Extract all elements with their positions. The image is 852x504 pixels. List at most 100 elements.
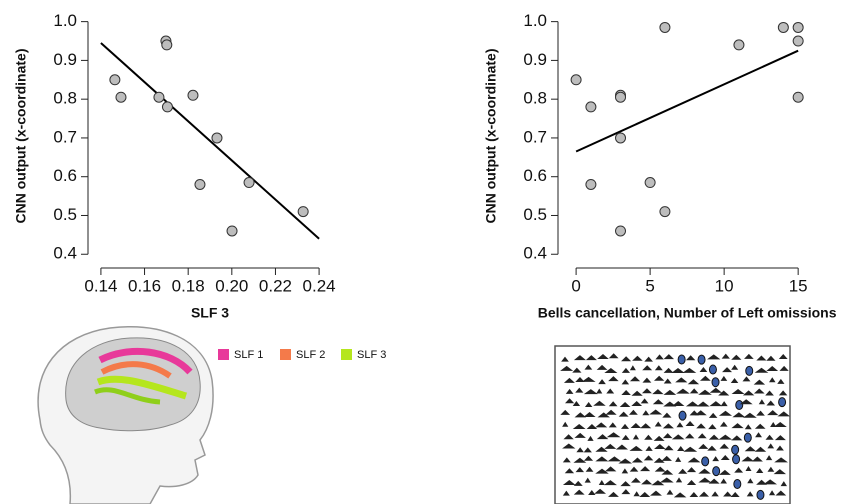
distractor-icon xyxy=(773,422,787,428)
bell-icon xyxy=(732,454,741,465)
data-point xyxy=(187,89,199,101)
legend-label: SLF 3 xyxy=(357,349,386,361)
bell-icon xyxy=(712,466,721,477)
distractor-icon xyxy=(649,490,662,496)
brain-illustration xyxy=(37,326,214,504)
distractor-icon xyxy=(615,444,629,450)
distractor-icon xyxy=(683,446,698,452)
distractor-icon xyxy=(707,354,721,360)
distractor-icon xyxy=(730,492,740,498)
bell-icon xyxy=(735,400,744,411)
distractor-icon xyxy=(619,402,631,408)
distractor-icon xyxy=(685,421,695,427)
distractor-icon xyxy=(731,364,739,370)
x-tick-label: 10 xyxy=(715,276,734,295)
distractor-icon xyxy=(562,457,571,463)
distractor-icon xyxy=(685,355,696,361)
distractor-icon xyxy=(734,467,744,473)
legend-swatch xyxy=(341,349,352,360)
distractor-icon xyxy=(618,458,633,464)
distractor-icon xyxy=(731,435,743,441)
distractor-icon xyxy=(640,423,652,429)
distractor-icon xyxy=(739,399,753,405)
distractor-icon xyxy=(685,433,695,439)
distractor-icon xyxy=(696,401,710,407)
distractor-icon xyxy=(565,398,575,404)
y-tick-label: 0.5 xyxy=(523,205,547,224)
data-point xyxy=(792,35,804,47)
x-tick-label: 0.22 xyxy=(259,276,292,295)
distractor-icon xyxy=(603,480,617,486)
distractor-icon xyxy=(718,434,733,440)
distractor-icon xyxy=(573,355,586,361)
distractor-icon xyxy=(664,445,674,451)
distractor-icon xyxy=(629,365,636,371)
distractor-icon xyxy=(581,376,596,382)
distractor-icon xyxy=(629,466,639,472)
distractor-icon xyxy=(708,412,718,418)
distractor-icon xyxy=(649,409,663,415)
distractor-icon xyxy=(621,468,629,474)
distractor-icon xyxy=(696,423,706,429)
distractor-icon xyxy=(711,491,719,497)
y-tick-label: 0.4 xyxy=(523,244,547,263)
distractor-icon xyxy=(712,456,720,462)
distractor-icon xyxy=(588,490,596,496)
distractor-icon xyxy=(770,421,777,427)
distractor-icon xyxy=(672,400,685,406)
y-tick-label: 1.0 xyxy=(523,11,547,30)
distractor-icon xyxy=(731,389,745,395)
bell-icon xyxy=(733,479,742,490)
y-tick-label: 0.4 xyxy=(53,244,77,263)
distractor-icon xyxy=(777,378,785,384)
distractor-icon xyxy=(560,365,574,371)
distractor-icon xyxy=(575,376,585,382)
distractor-icon xyxy=(652,389,664,395)
distractor-icon xyxy=(652,399,664,405)
distractor-icon xyxy=(632,355,643,361)
distractor-icon xyxy=(640,398,649,404)
data-point xyxy=(570,74,582,86)
distractor-icon xyxy=(765,434,774,440)
distractor-icon xyxy=(763,479,778,485)
distractor-icon xyxy=(663,378,672,384)
data-point xyxy=(153,91,165,103)
distractor-icon xyxy=(621,390,631,396)
legend-label: SLF 1 xyxy=(234,349,263,361)
distractor-icon xyxy=(604,466,617,472)
distractor-icon xyxy=(608,353,619,359)
distractor-icon xyxy=(629,445,643,451)
trend-line xyxy=(575,49,799,153)
distractor-icon xyxy=(731,423,744,429)
distractor-icon xyxy=(718,410,733,416)
x-tick-label: 0.18 xyxy=(172,276,205,295)
bells-test-sheet xyxy=(554,345,791,504)
bell-icon xyxy=(756,489,765,500)
data-point xyxy=(659,206,671,218)
x-tick-label: 0 xyxy=(571,276,580,295)
distractor-icon xyxy=(595,446,608,452)
distractor-icon xyxy=(631,401,643,407)
distractor-icon xyxy=(574,412,587,418)
distractor-icon xyxy=(777,411,791,417)
distractor-icon xyxy=(689,492,699,498)
y-axis-label: CNN output (x-coordinate) xyxy=(483,49,499,224)
data-point xyxy=(585,101,597,113)
distractor-icon xyxy=(584,401,593,407)
distractor-icon xyxy=(662,433,673,439)
distractor-icon xyxy=(585,355,597,361)
distractor-icon xyxy=(699,367,708,373)
data-point xyxy=(297,206,309,218)
distractor-icon xyxy=(775,490,787,496)
y-tick-label: 0.7 xyxy=(53,127,77,146)
distractor-icon xyxy=(742,390,755,396)
data-point xyxy=(615,225,627,237)
distractor-icon xyxy=(562,443,576,449)
distractor-icon xyxy=(654,444,666,450)
bell-icon xyxy=(731,444,740,455)
distractor-icon xyxy=(686,479,697,485)
distractor-icon xyxy=(755,432,762,438)
distractor-icon xyxy=(698,468,711,474)
x-tick-label: 5 xyxy=(645,276,654,295)
